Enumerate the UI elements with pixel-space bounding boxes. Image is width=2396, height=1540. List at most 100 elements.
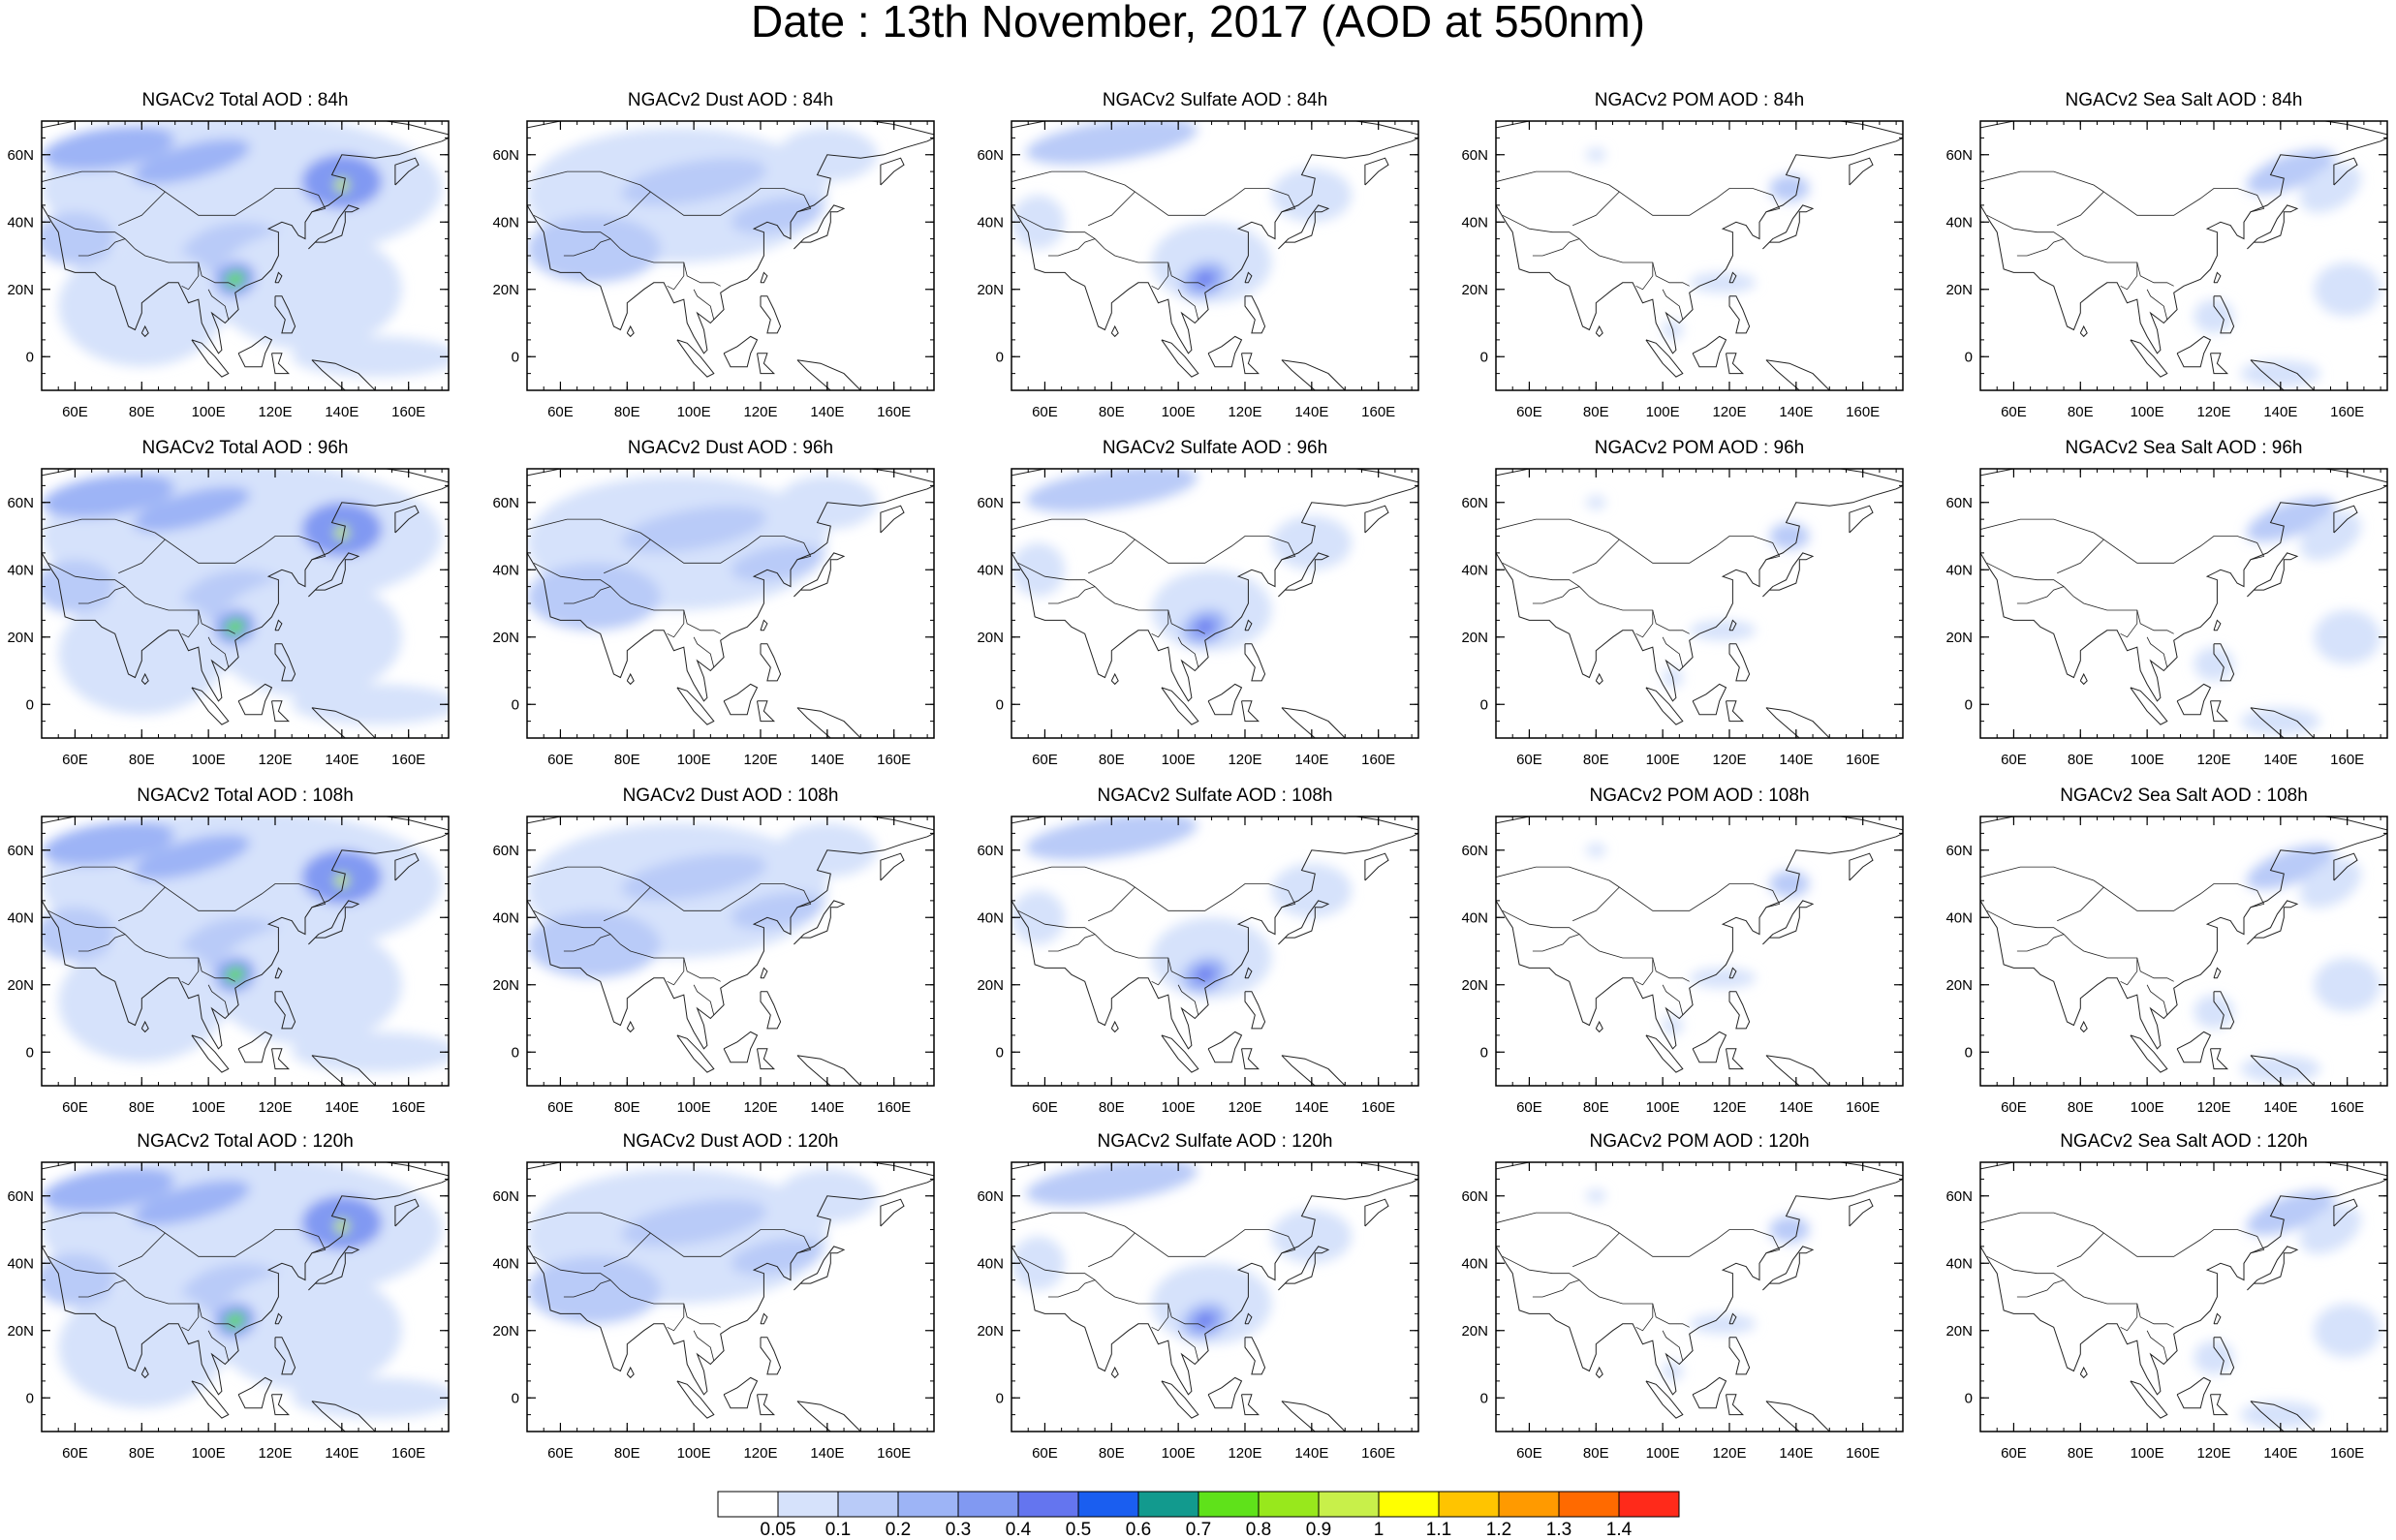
colorbar-swatch bbox=[1498, 1491, 1560, 1518]
coastline bbox=[42, 832, 449, 1050]
colorbar-swatch bbox=[1318, 1491, 1380, 1518]
lon-tick-label: 160E bbox=[2330, 752, 2364, 768]
lat-tick-label: 20N bbox=[492, 977, 519, 994]
country-border bbox=[563, 1279, 611, 1298]
country-border bbox=[527, 170, 651, 193]
lon-tick-label: 60E bbox=[1516, 752, 1542, 768]
country-border bbox=[1088, 188, 1296, 227]
lon-tick-label: 80E bbox=[2068, 752, 2094, 768]
lat-tick-label: 40N bbox=[977, 1255, 1004, 1272]
map-panel: NGACv2 Sea Salt AOD : 120h 60E 80E 100E 120E… bbox=[1937, 1132, 2392, 1482]
coastline-layer bbox=[527, 469, 934, 738]
lon-tick-label: 160E bbox=[877, 1445, 911, 1462]
lat-tick-label: 0 bbox=[1965, 1390, 1973, 1406]
coastline bbox=[2176, 335, 2212, 368]
lat-tick-label: 20N bbox=[492, 630, 519, 646]
lat-tick-label: 40N bbox=[977, 562, 1004, 578]
aod-field bbox=[527, 127, 878, 283]
lon-tick-label: 160E bbox=[391, 752, 425, 768]
lat-tick-label: 0 bbox=[996, 1390, 1004, 1406]
lon-tick-label: 120E bbox=[258, 1445, 292, 1462]
country-border bbox=[1502, 562, 1690, 634]
aod-shade bbox=[133, 834, 250, 879]
lon-tick-label: 100E bbox=[677, 404, 711, 420]
country-border bbox=[1572, 1229, 1781, 1268]
coastline bbox=[1011, 484, 1418, 702]
lon-tick-label: 140E bbox=[810, 1445, 844, 1462]
country-border bbox=[1011, 866, 1136, 888]
coastline bbox=[1849, 505, 1874, 534]
lat-tick-label: 20N bbox=[492, 282, 519, 298]
coastline bbox=[311, 359, 377, 390]
aod-shade bbox=[2240, 1055, 2321, 1083]
country-border bbox=[1572, 188, 1781, 227]
lon-tick-label: 80E bbox=[2068, 1099, 2094, 1116]
lon-tick-label: 80E bbox=[614, 404, 640, 420]
country-border bbox=[1662, 289, 1684, 321]
coastline bbox=[2210, 353, 2229, 375]
lon-tick-label: 160E bbox=[1846, 1445, 1880, 1462]
coastline bbox=[1726, 1394, 1745, 1416]
lat-tick-label: 60N bbox=[1461, 147, 1488, 164]
colorbar-swatch bbox=[1137, 1491, 1199, 1518]
coastline bbox=[760, 1337, 782, 1375]
panel-title: NGACv2 Dust AOD : 84h bbox=[627, 90, 834, 110]
coastline bbox=[1849, 852, 1874, 881]
coastline bbox=[1244, 295, 1266, 334]
country-border bbox=[2057, 536, 2265, 574]
lat-tick-label: 20N bbox=[1461, 282, 1488, 298]
coastline bbox=[793, 204, 846, 250]
lon-tick-label: 80E bbox=[129, 1445, 155, 1462]
lat-tick-label: 20N bbox=[1945, 282, 1973, 298]
coastline bbox=[1728, 643, 1751, 682]
coastline bbox=[723, 1376, 759, 1409]
aod-shade bbox=[2246, 1189, 2335, 1236]
coastline bbox=[793, 552, 846, 598]
aod-shade bbox=[1689, 620, 1757, 641]
aod-field bbox=[527, 475, 878, 631]
map-panel: NGACv2 POM AOD : 96h 60E 80E 100E 120E 140E 16… bbox=[1452, 439, 1908, 788]
lon-tick-label: 80E bbox=[614, 752, 640, 768]
coastline bbox=[760, 967, 768, 979]
country-border bbox=[2016, 238, 2065, 257]
lat-tick-label: 0 bbox=[996, 696, 1004, 713]
country-border bbox=[693, 1330, 715, 1362]
country-border bbox=[533, 562, 721, 634]
coastline bbox=[1645, 687, 1684, 725]
panel-title: NGACv2 POM AOD : 108h bbox=[1589, 785, 1810, 806]
coastline bbox=[1161, 339, 1199, 378]
lon-tick-label: 80E bbox=[1583, 1099, 1609, 1116]
aod-shade bbox=[42, 474, 175, 518]
aod-shade bbox=[334, 1219, 349, 1233]
coastline bbox=[626, 324, 635, 338]
lon-tick-label: 140E bbox=[1294, 1099, 1328, 1116]
coastline bbox=[1496, 484, 1903, 702]
aod-shade bbox=[1769, 174, 1810, 202]
aod-shade bbox=[292, 1377, 449, 1419]
country-border bbox=[1017, 1255, 1205, 1328]
coastline bbox=[271, 353, 291, 375]
country-border bbox=[118, 536, 327, 574]
lon-tick-label: 80E bbox=[129, 404, 155, 420]
country-border bbox=[1662, 1330, 1684, 1362]
map-panel: NGACv2 Dust AOD : 120h 60E 80E 100E 120E 140E… bbox=[483, 1132, 939, 1482]
coastline bbox=[1692, 335, 1727, 368]
coastline bbox=[1980, 1162, 2387, 1177]
country-border bbox=[1088, 536, 1296, 574]
country-border bbox=[1047, 934, 1096, 952]
country-border bbox=[181, 1304, 200, 1332]
colorbar-label: 0.2 bbox=[885, 1520, 912, 1540]
country-border bbox=[207, 984, 230, 1016]
lat-tick-label: 40N bbox=[1461, 909, 1488, 926]
lat-tick-label: 60N bbox=[492, 495, 519, 511]
country-border bbox=[2146, 984, 2168, 1016]
country-border bbox=[604, 536, 812, 574]
country-border bbox=[2146, 636, 2168, 668]
coastline bbox=[723, 335, 759, 368]
coastline bbox=[1762, 204, 1815, 250]
lat-tick-label: 60N bbox=[492, 1188, 519, 1205]
lon-tick-label: 140E bbox=[325, 1445, 358, 1462]
country-border bbox=[604, 188, 812, 227]
lon-tick-label: 120E bbox=[743, 752, 777, 768]
lon-tick-label: 100E bbox=[2131, 404, 2164, 420]
